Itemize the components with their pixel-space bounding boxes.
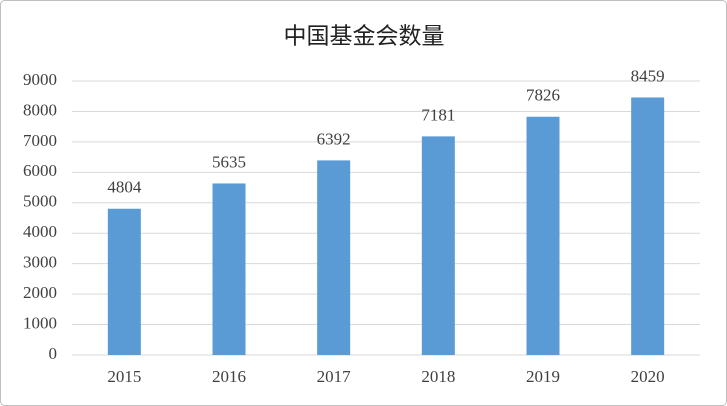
bar xyxy=(212,183,246,355)
y-tick-label: 8000 xyxy=(23,100,57,119)
y-tick-label: 5000 xyxy=(23,192,57,211)
x-tick-label: 2019 xyxy=(526,367,560,386)
x-tick-label: 2018 xyxy=(421,367,455,386)
y-tick-label: 9000 xyxy=(23,70,57,89)
bar xyxy=(631,97,665,355)
y-tick-label: 4000 xyxy=(23,222,57,241)
data-label: 4804 xyxy=(107,178,142,197)
data-label: 6392 xyxy=(317,129,351,148)
y-tick-label: 2000 xyxy=(23,283,57,302)
y-tick-label: 6000 xyxy=(23,161,57,180)
y-tick-label: 7000 xyxy=(23,131,57,150)
y-tick-label: 0 xyxy=(49,344,58,363)
data-label: 8459 xyxy=(631,66,665,85)
x-tick-label: 2016 xyxy=(212,367,246,386)
bar xyxy=(317,160,351,355)
y-tick-label: 1000 xyxy=(23,313,57,332)
bar xyxy=(421,136,455,355)
chart-title: 中国基金会数量 xyxy=(284,23,445,48)
data-label: 7826 xyxy=(526,86,560,105)
x-tick-label: 2017 xyxy=(317,367,352,386)
data-label: 5635 xyxy=(212,152,246,171)
data-label: 7181 xyxy=(421,105,455,124)
y-tick-label: 3000 xyxy=(23,253,57,272)
x-tick-label: 2020 xyxy=(631,367,665,386)
bar xyxy=(107,208,141,355)
bar xyxy=(526,116,560,355)
x-tick-label: 2015 xyxy=(107,367,141,386)
